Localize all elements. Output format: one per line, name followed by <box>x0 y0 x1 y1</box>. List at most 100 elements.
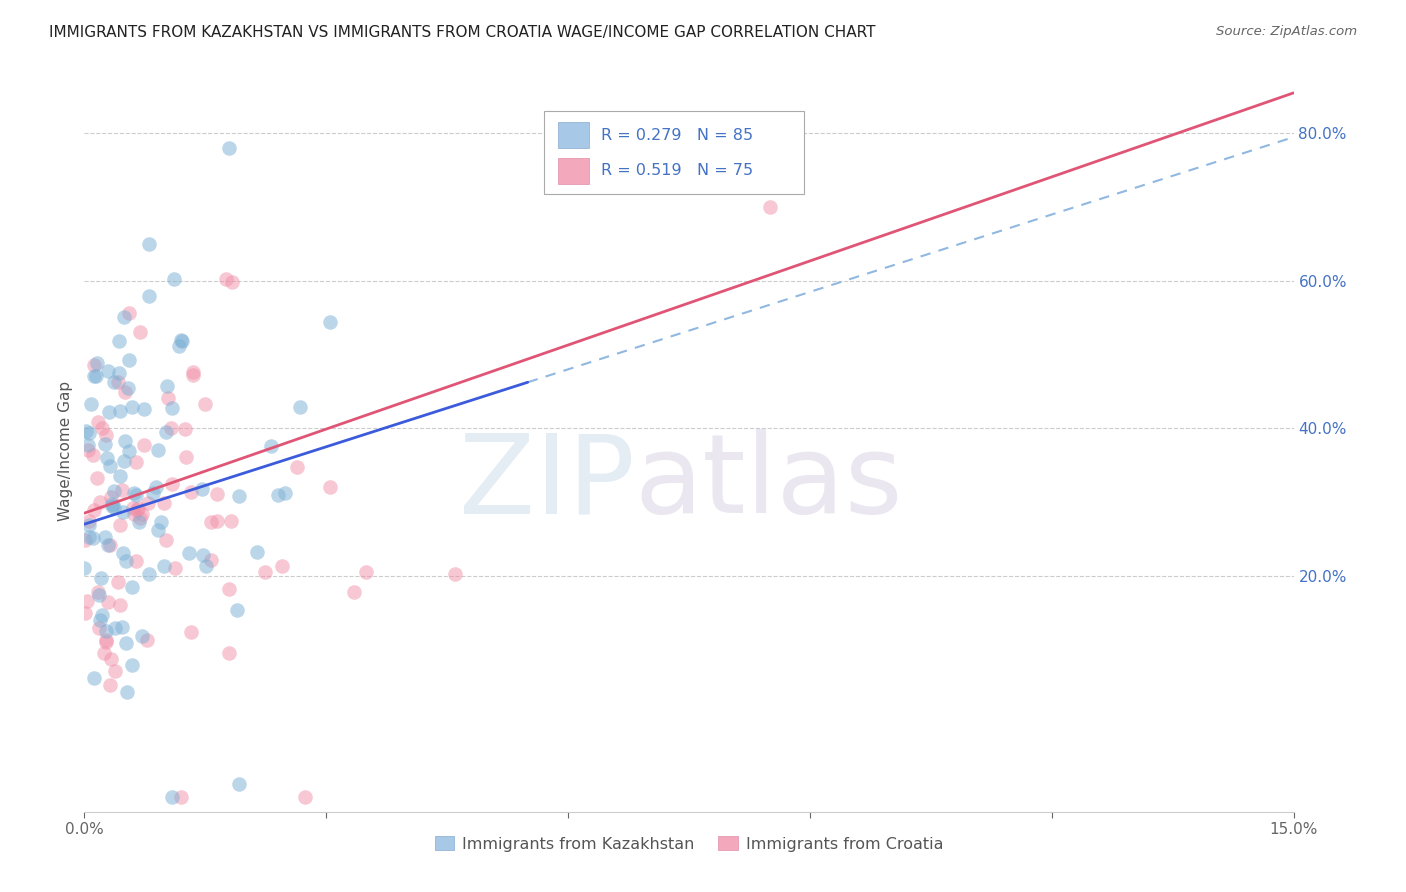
Point <box>83 671 105 685</box>
Point <box>100 491 122 505</box>
Point <box>152 496 174 510</box>
Point <box>87 585 110 599</box>
Text: IMMIGRANTS FROM KAZAKHSTAN VS IMMIGRANTS FROM CROATIA WAGE/INCOME GAP CORRELATIO: IMMIGRANTS FROM KAZAKHSTAN VS IMMIGRANTS… <box>49 25 876 40</box>
Point <box>75 606 97 620</box>
Point <box>179 546 201 560</box>
Point <box>122 485 145 500</box>
Point <box>138 566 160 581</box>
Point <box>107 574 129 589</box>
Point <box>190 482 212 496</box>
Point <box>93 436 115 450</box>
Point <box>76 442 98 457</box>
Point <box>207 486 229 500</box>
Point <box>86 471 108 485</box>
Point <box>100 538 122 552</box>
Point <box>97 538 120 552</box>
Point <box>226 602 249 616</box>
Point <box>84 368 107 383</box>
Point <box>125 503 148 517</box>
Point <box>163 272 186 286</box>
Point <box>221 275 243 289</box>
Point <box>94 530 117 544</box>
Point <box>221 514 243 528</box>
Point <box>156 379 179 393</box>
Point <box>271 558 294 573</box>
Point <box>94 427 117 442</box>
Point <box>218 582 240 597</box>
Point <box>73 533 96 547</box>
FancyBboxPatch shape <box>558 122 589 148</box>
Point <box>112 310 135 325</box>
Point <box>145 480 167 494</box>
Point <box>112 505 135 519</box>
Point <box>173 421 195 435</box>
Point <box>180 484 202 499</box>
Point <box>100 497 122 511</box>
Point <box>96 635 118 649</box>
Point <box>194 397 217 411</box>
Point <box>108 404 131 418</box>
Point <box>153 558 176 573</box>
Point <box>195 559 218 574</box>
Point <box>86 356 108 370</box>
Point <box>124 455 146 469</box>
Point <box>97 594 120 608</box>
Legend: Immigrants from Kazakhstan, Immigrants from Croatia: Immigrants from Kazakhstan, Immigrants f… <box>429 830 949 858</box>
Point <box>87 415 110 429</box>
FancyBboxPatch shape <box>544 111 804 194</box>
Point <box>128 325 150 339</box>
Point <box>104 621 127 635</box>
Point <box>128 516 150 530</box>
Point <box>170 789 193 804</box>
Point <box>138 288 160 302</box>
Point <box>127 500 149 515</box>
Point <box>131 507 153 521</box>
Point <box>90 607 112 622</box>
Point <box>108 518 131 533</box>
Point <box>124 488 146 502</box>
Point <box>146 443 169 458</box>
Y-axis label: Wage/Income Gap: Wage/Income Gap <box>58 380 73 521</box>
Point <box>246 544 269 558</box>
Point <box>93 646 115 660</box>
Point <box>73 561 96 575</box>
Point <box>98 678 121 692</box>
Point <box>218 646 240 660</box>
Point <box>131 629 153 643</box>
Point <box>108 334 131 348</box>
Point <box>77 425 100 440</box>
Text: R = 0.519   N = 75: R = 0.519 N = 75 <box>600 163 752 178</box>
Point <box>101 500 124 514</box>
Point <box>77 438 100 452</box>
Point <box>96 624 118 639</box>
Point <box>200 552 222 566</box>
Point <box>228 489 250 503</box>
Point <box>89 613 111 627</box>
Point <box>96 450 118 465</box>
Point <box>114 434 136 449</box>
Point <box>170 334 193 348</box>
Point <box>112 546 135 560</box>
Text: R = 0.279   N = 85: R = 0.279 N = 85 <box>600 128 752 143</box>
Point <box>294 789 316 804</box>
Point <box>170 333 193 347</box>
Point <box>100 652 122 666</box>
Point <box>758 200 780 214</box>
Point <box>118 352 141 367</box>
Point <box>107 367 129 381</box>
Point <box>274 485 297 500</box>
Point <box>103 375 125 389</box>
Text: ZIP: ZIP <box>458 429 634 536</box>
Point <box>121 657 143 672</box>
Point <box>82 532 104 546</box>
Text: Source: ZipAtlas.com: Source: ZipAtlas.com <box>1216 25 1357 38</box>
Point <box>97 364 120 378</box>
Point <box>207 514 229 528</box>
Point <box>104 664 127 678</box>
Point <box>75 424 97 438</box>
Point <box>150 515 173 529</box>
Point <box>155 425 177 440</box>
Point <box>103 500 125 515</box>
Point <box>129 511 152 525</box>
Point <box>160 789 183 804</box>
